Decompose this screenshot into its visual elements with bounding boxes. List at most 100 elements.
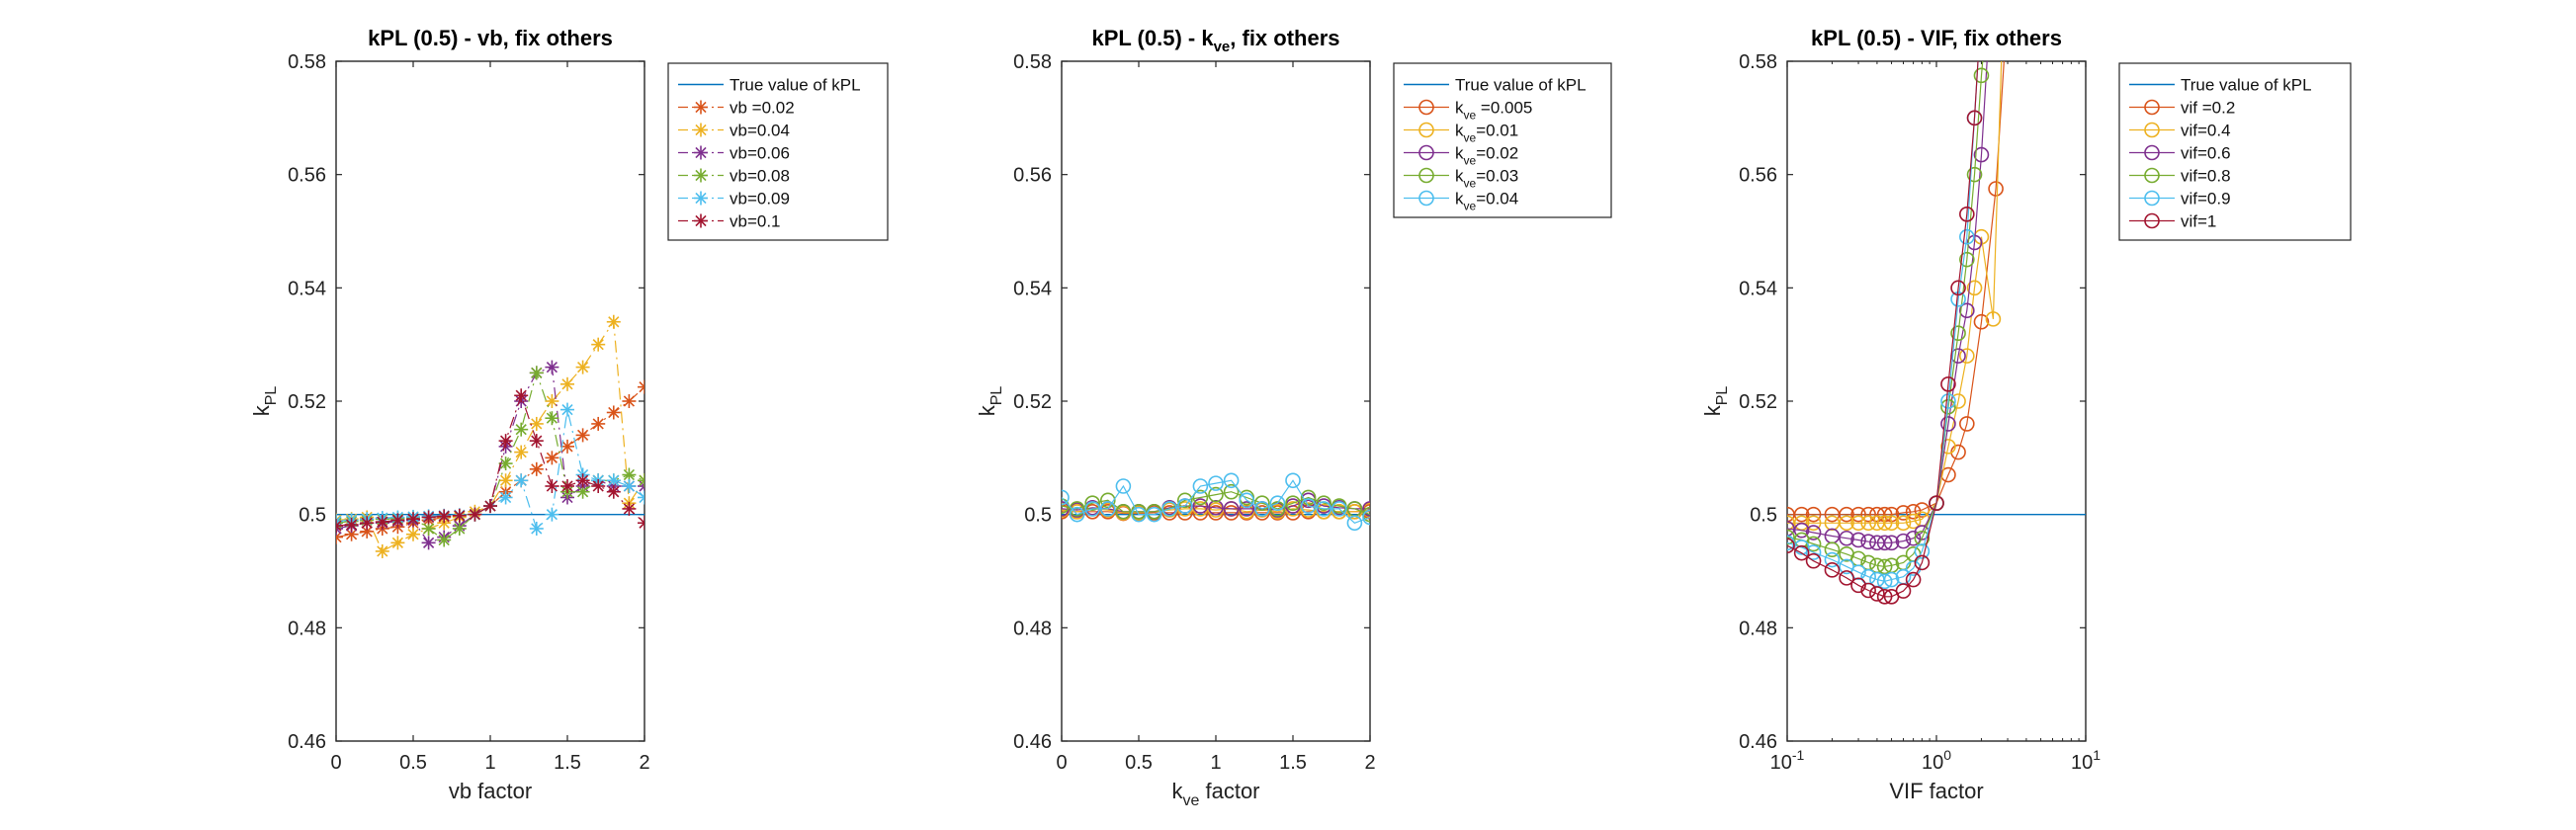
legend-entry: kve=0.01 (1404, 122, 1518, 145)
data-point (1418, 99, 1434, 116)
data-point (1161, 501, 1177, 517)
y-tick-label: 0.56 (1013, 165, 1052, 187)
legend-entry: vif=0.9 (2129, 190, 2231, 208)
data-point (1860, 582, 1876, 599)
series-line (336, 319, 644, 552)
data-point (375, 515, 389, 530)
data-layer (336, 314, 644, 558)
data-point (591, 479, 606, 493)
data-point (1950, 280, 1966, 296)
data-point (1895, 505, 1912, 521)
legend-entry: kve=0.04 (1404, 190, 1518, 213)
data-point (1876, 515, 1893, 532)
data-point (514, 388, 529, 403)
legend-entry-reference: True value of kPL (2129, 76, 2312, 95)
series-6 (1787, 61, 1983, 605)
data-point (421, 536, 436, 550)
data-point (606, 484, 621, 499)
x-tick-label: 100 (1922, 747, 1951, 774)
legend-label: kve=0.03 (1455, 167, 1518, 191)
y-tick-label: 0.5 (1750, 505, 1777, 527)
data-point (2144, 144, 2160, 161)
x-tick-label: 0 (1056, 752, 1067, 774)
data-point (483, 499, 497, 514)
data-point (1959, 302, 1975, 319)
chart-title: kPL (0.5) - VIF, fix others (1811, 26, 2062, 50)
data-point (1876, 535, 1893, 551)
legend-label: True value of kPL (730, 76, 861, 95)
x-tick-label: 0.5 (1125, 752, 1153, 774)
data-point (529, 461, 544, 476)
x-axis-label: VIF factor (1889, 779, 1983, 803)
data-point (1239, 501, 1254, 517)
data-point (575, 360, 590, 374)
data-point (622, 501, 637, 516)
y-tick-label: 0.54 (288, 278, 326, 299)
chart-2: 0.46 0.48 0.5 0.52 0.54 0.56 0.58 0 0.5 1 1.5 2 kPL … (975, 26, 1612, 809)
data-point (1146, 506, 1162, 523)
data-point (1876, 588, 1893, 605)
data-point (1860, 534, 1876, 549)
legend: True value of kPL vif =0.2 vif=0.4 vif=0.6 v… (2118, 62, 2352, 241)
data-point (1824, 541, 1841, 558)
data-point (1940, 466, 1956, 483)
data-point (529, 522, 544, 536)
data-point (344, 517, 359, 532)
data-point (1860, 515, 1876, 532)
data-point (1973, 313, 1990, 330)
data-point (1346, 515, 1363, 532)
data-point (1805, 536, 1822, 552)
x-tick-label: 0 (330, 752, 341, 774)
data-point (1950, 325, 1966, 342)
legend-label: vif =0.2 (2181, 99, 2235, 118)
data-point (1285, 472, 1301, 489)
data-point (560, 479, 574, 493)
legend-entry: kve=0.03 (1404, 167, 1518, 191)
legend-label: True value of kPL (2181, 76, 2312, 95)
data-point (406, 527, 420, 541)
legend-entry: vb=0.04 (678, 122, 790, 140)
data-point (2144, 190, 2160, 207)
data-point (1966, 166, 1983, 183)
data-point (638, 516, 644, 531)
data-point (1418, 122, 1434, 138)
data-point (452, 508, 467, 523)
data-point (1974, 0, 1988, 12)
data-point (694, 145, 708, 160)
data-point (1981, 0, 1995, 12)
data-point (1418, 144, 1434, 161)
legend-entry: kve=0.02 (1404, 144, 1518, 168)
plot-area (1061, 60, 1371, 742)
legend-label: vb =0.02 (730, 99, 795, 118)
legend-label: kve=0.02 (1455, 144, 1518, 168)
legend-label: vb=0.06 (730, 144, 790, 163)
series-line (1787, 61, 1988, 543)
data-point (1876, 573, 1893, 590)
data-point (452, 522, 467, 536)
data-point (1905, 513, 1922, 530)
series-line (1062, 479, 1370, 524)
data-point (545, 451, 559, 465)
legend-label: kve =0.005 (1455, 99, 1532, 123)
y-tick-label: 0.54 (1739, 278, 1777, 299)
data-point (694, 168, 708, 183)
data-point (437, 509, 452, 524)
data-point (2144, 122, 2160, 138)
y-tick-label: 0.58 (288, 51, 326, 73)
legend-label: vif=1 (2181, 212, 2216, 231)
series-line (1787, 61, 2005, 516)
data-point (1860, 506, 1876, 523)
data-point (1883, 515, 1900, 532)
data-point (1239, 492, 1254, 509)
data-point (622, 394, 637, 408)
data-point (2144, 167, 2160, 184)
legend: True value of kPL vb =0.02 vb=0.04 vb=0.06 v… (667, 62, 889, 241)
legend-label: vif=0.6 (2181, 144, 2231, 163)
data-point (1839, 515, 1854, 532)
data-point (1895, 533, 1912, 549)
data-point (545, 394, 559, 408)
data-point (1362, 509, 1370, 526)
data-point (437, 533, 452, 547)
